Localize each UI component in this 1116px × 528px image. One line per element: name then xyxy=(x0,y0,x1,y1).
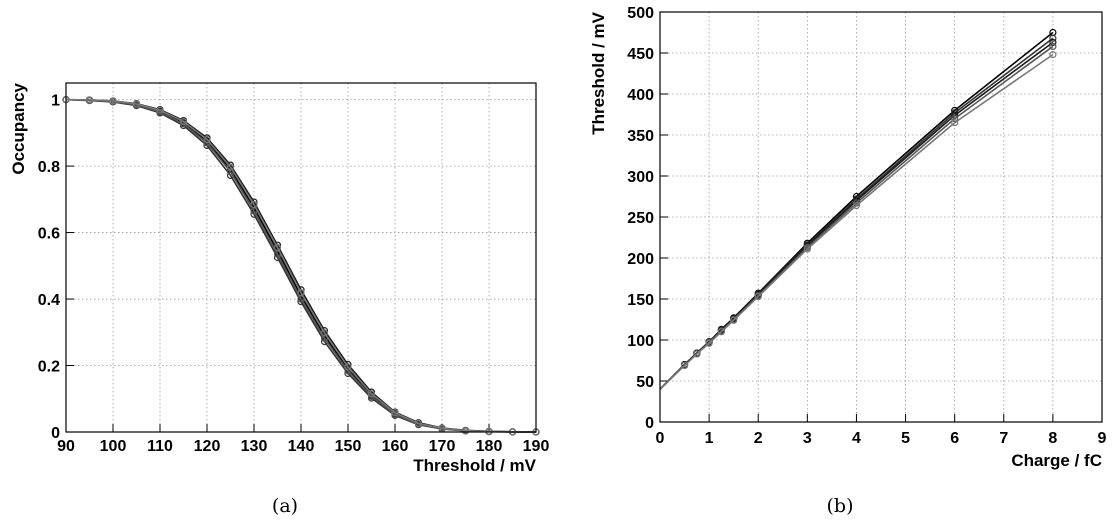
y-tick-label: 0.2 xyxy=(38,359,60,376)
y-tick-label: 0 xyxy=(645,415,654,432)
x-tick-label: 100 xyxy=(100,438,127,455)
data-point xyxy=(344,363,352,371)
data-point xyxy=(179,117,188,126)
data-point xyxy=(156,106,164,114)
y-tick-label: 150 xyxy=(627,292,654,309)
y-tick-label: 350 xyxy=(627,128,654,145)
x-tick-label: 0 xyxy=(656,430,665,447)
data-point xyxy=(1049,51,1057,59)
y-tick-label: 0 xyxy=(51,425,60,442)
tick-labels-a: 90 100 110 120 130 140 150 160 170 180 190 0 0.2 0.4 0… xyxy=(38,93,550,455)
x-tick-label: 150 xyxy=(335,438,362,455)
data-point xyxy=(297,289,305,297)
grid-b xyxy=(659,11,1103,423)
x-tick-label: 8 xyxy=(1048,430,1057,447)
occupancy-chart: 90 100 110 120 130 140 150 160 170 180 190 0 0.2 0.4 0… xyxy=(9,82,549,475)
data-point xyxy=(803,245,811,253)
y-tick-label: 400 xyxy=(627,87,654,104)
series-line xyxy=(659,53,1054,390)
series-line xyxy=(65,98,537,433)
y-tick-label: 300 xyxy=(627,169,654,186)
data-point xyxy=(132,100,141,108)
x-tick-label: 90 xyxy=(57,438,75,455)
data-point xyxy=(1049,42,1057,51)
x-tick-label: 7 xyxy=(999,430,1008,447)
series-line xyxy=(65,98,537,433)
x-tick-label: 190 xyxy=(523,438,550,455)
data-point xyxy=(85,96,94,104)
y-tick-label: 450 xyxy=(627,46,654,63)
caption-a: (a) xyxy=(272,495,298,517)
data-point xyxy=(1049,38,1057,46)
data-point xyxy=(250,201,258,209)
caption-b: (b) xyxy=(827,495,854,517)
series-line xyxy=(65,98,537,433)
data-point xyxy=(320,329,329,337)
data-point xyxy=(680,361,689,370)
x-tick-label: 2 xyxy=(754,430,763,447)
y-tick-label: 100 xyxy=(627,333,654,350)
y-tick-label: 50 xyxy=(636,374,654,391)
x-axis-title-a: Threshold / mV xyxy=(413,456,536,475)
data-point xyxy=(438,424,446,432)
data-point xyxy=(730,316,738,324)
data-point xyxy=(951,114,959,123)
threshold-charge-chart: 0 1 2 3 4 5 6 7 8 9 0 50 100 150 200 250 300 350 400 450 500… xyxy=(589,5,1107,470)
x-tick-label: 120 xyxy=(194,438,221,455)
x-tick-label: 130 xyxy=(241,438,268,455)
series-line xyxy=(659,45,1054,390)
data-point xyxy=(1049,34,1057,42)
y-axis-title-b: Threshold / mV xyxy=(589,11,608,134)
y-tick-label: 0.6 xyxy=(38,226,60,243)
y-tick-label: 500 xyxy=(627,5,654,22)
x-tick-label: 1 xyxy=(705,430,714,447)
series-line xyxy=(65,98,537,433)
x-tick-label: 160 xyxy=(382,438,409,455)
data-point xyxy=(273,243,282,252)
x-tick-label: 170 xyxy=(429,438,456,455)
data-point xyxy=(852,201,861,210)
x-tick-label: 4 xyxy=(852,430,861,447)
plot-frame-a xyxy=(65,82,537,433)
y-tick-label: 250 xyxy=(627,210,654,227)
data-point xyxy=(461,427,470,435)
data-point xyxy=(109,97,117,105)
data-point xyxy=(367,390,376,398)
data-point xyxy=(203,135,211,144)
data-point xyxy=(693,350,701,358)
x-tick-label: 6 xyxy=(950,430,959,447)
y-tick-label: 1 xyxy=(51,93,60,110)
series-group-a xyxy=(62,96,540,436)
grid-a xyxy=(65,83,537,433)
x-tick-label: 180 xyxy=(476,438,503,455)
x-tick-label: 140 xyxy=(288,438,315,455)
x-tick-label: 3 xyxy=(803,430,812,447)
tick-labels-b: 0 1 2 3 4 5 6 7 8 9 0 50 100 150 200 250 300 350 400 450 500 xyxy=(627,5,1106,447)
data-point xyxy=(226,163,235,171)
data-point xyxy=(951,119,959,127)
series-line xyxy=(65,98,537,433)
x-axis-title-b: Charge / fC xyxy=(1011,451,1102,470)
y-axis-title-a: Occupancy xyxy=(9,82,28,174)
y-tick-label: 0.8 xyxy=(38,159,60,176)
data-point xyxy=(705,339,713,347)
y-tick-label: 0.4 xyxy=(38,292,60,309)
x-tick-label: 110 xyxy=(147,438,173,455)
x-tick-label: 5 xyxy=(901,430,910,447)
data-point xyxy=(391,409,399,417)
data-point xyxy=(754,292,762,301)
x-tick-label: 9 xyxy=(1098,430,1107,447)
series-group-b xyxy=(659,28,1057,390)
data-point xyxy=(717,328,725,336)
data-point xyxy=(414,419,423,427)
y-tick-label: 200 xyxy=(627,251,654,268)
plot-frame-b xyxy=(659,11,1103,423)
